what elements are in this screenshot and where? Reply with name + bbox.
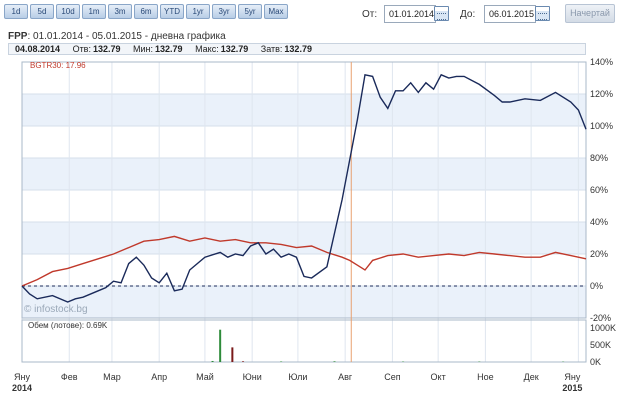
x-tick-label: Май xyxy=(196,372,214,382)
x-tick-label: Мар xyxy=(103,372,121,382)
watermark: © infostock.bg xyxy=(24,304,88,315)
min-value: 132.79 xyxy=(155,44,183,54)
grid-band xyxy=(22,94,586,126)
period-button-5yr[interactable]: 5yr xyxy=(238,4,262,19)
x-tick-label: Юни xyxy=(243,372,262,382)
period-buttons: 1d 5d 10d 1m 3m 6m YTD 1yr 3yr 5yr Max xyxy=(4,4,288,19)
volume-bar xyxy=(242,361,245,362)
y-tick-label: 40% xyxy=(590,217,608,227)
x-tick-label: Апр xyxy=(151,372,167,382)
to-label: До: xyxy=(460,9,476,20)
period-button-1m[interactable]: 1m xyxy=(82,4,106,19)
y-tick-label: 20% xyxy=(590,249,608,259)
y-tick-label: 100% xyxy=(590,121,613,131)
x-tick-label: Юли xyxy=(288,372,307,382)
calendar-icon[interactable] xyxy=(535,6,550,21)
plot-frame xyxy=(21,61,587,319)
x-tick-label: Яну xyxy=(14,372,30,382)
volume-bar xyxy=(219,329,222,362)
grid-band xyxy=(22,254,586,286)
x-tick-label: Фев xyxy=(61,372,78,382)
period-button-10d[interactable]: 10d xyxy=(56,4,80,19)
volume-legend: Обем (лотове): 0.69K xyxy=(28,321,108,330)
y-tick-label: 60% xyxy=(590,185,608,195)
series-line-1 xyxy=(21,73,587,303)
volume-bar xyxy=(333,361,336,362)
symbol: FPP xyxy=(8,31,28,42)
grid-band xyxy=(22,158,586,190)
period-button-max[interactable]: Max xyxy=(264,4,288,19)
x-tick-label: Окт xyxy=(431,372,446,382)
period-button-6m[interactable]: 6m xyxy=(134,4,158,19)
y-tick-label: -20% xyxy=(590,313,611,323)
max-value: 132.79 xyxy=(220,44,249,54)
period-button-3yr[interactable]: 3yr xyxy=(212,4,236,19)
volume-bar xyxy=(280,361,283,362)
draw-button[interactable]: Начертай xyxy=(565,4,615,23)
range-text: : 01.01.2014 - 05.01.2015 - дневна графи… xyxy=(27,31,226,42)
volume-bar xyxy=(211,360,214,362)
open-label: Отв: xyxy=(72,44,91,54)
period-button-1d[interactable]: 1d xyxy=(4,4,28,19)
volume-tick-label: 0K xyxy=(590,357,601,367)
period-button-1yr[interactable]: 1yr xyxy=(186,4,210,19)
y-tick-label: 80% xyxy=(590,153,608,163)
min-label: Мин: xyxy=(133,44,154,54)
max-label: Макс: xyxy=(195,44,219,54)
x-tick-label: Сеп xyxy=(384,372,401,382)
info-date: 04.08.2014 xyxy=(15,44,61,54)
x-tick-label: Авг xyxy=(338,372,353,382)
legend-bgtr30: BGTR30: 17.96 xyxy=(30,61,86,70)
from-label: От: xyxy=(362,9,378,20)
volume-tick-label: 500K xyxy=(590,340,611,350)
y-tick-label: 120% xyxy=(590,89,613,99)
grid-band xyxy=(22,190,586,222)
close-value: 132.79 xyxy=(284,44,312,54)
open-value: 132.79 xyxy=(92,44,121,54)
x-tick-year: 2015 xyxy=(562,383,582,393)
grid-band xyxy=(22,126,586,158)
period-button-5d[interactable]: 5d xyxy=(30,4,54,19)
grid-band xyxy=(22,286,586,318)
volume-frame xyxy=(21,319,587,363)
x-tick-label: Яну xyxy=(564,372,580,382)
toolbar: 1d 5d 10d 1m 3m 6m YTD 1yr 3yr 5yr Max От: 01.01.2… xyxy=(0,0,620,26)
close-label: Затв: xyxy=(260,44,283,54)
calendar-icon[interactable] xyxy=(434,6,449,21)
volume-bar xyxy=(231,347,234,362)
volume-tick-label: 1000K xyxy=(590,323,616,333)
grid-band xyxy=(22,62,586,94)
period-button-ytd[interactable]: YTD xyxy=(160,4,184,19)
chart-header: FPP: 01.01.2014 - 05.01.2015 - дневна гр… xyxy=(8,31,226,42)
x-tick-year: 2014 xyxy=(12,383,32,393)
x-tick-label: Дек xyxy=(524,372,539,382)
x-tick-label: Ное xyxy=(477,372,494,382)
y-tick-label: 0% xyxy=(590,281,603,291)
series-line-0 xyxy=(21,235,587,287)
period-button-3m[interactable]: 3m xyxy=(108,4,132,19)
grid-band xyxy=(22,222,586,254)
y-tick-label: 140% xyxy=(590,57,613,67)
ohlc-info-bar: 04.08.2014 Отв: 132.79 Мин: 132.79 Макс: 13… xyxy=(8,43,586,55)
